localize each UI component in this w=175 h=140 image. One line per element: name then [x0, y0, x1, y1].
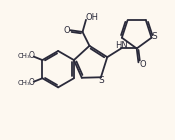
Text: CH₃: CH₃	[18, 53, 31, 59]
Text: O: O	[28, 78, 34, 87]
Text: S: S	[99, 76, 104, 85]
Text: CH₃: CH₃	[18, 80, 31, 86]
Text: OH: OH	[86, 13, 99, 22]
Text: HN: HN	[115, 41, 127, 50]
Text: O: O	[64, 26, 70, 35]
Text: O: O	[28, 51, 34, 60]
Text: S: S	[151, 32, 157, 41]
Text: O: O	[139, 60, 146, 69]
